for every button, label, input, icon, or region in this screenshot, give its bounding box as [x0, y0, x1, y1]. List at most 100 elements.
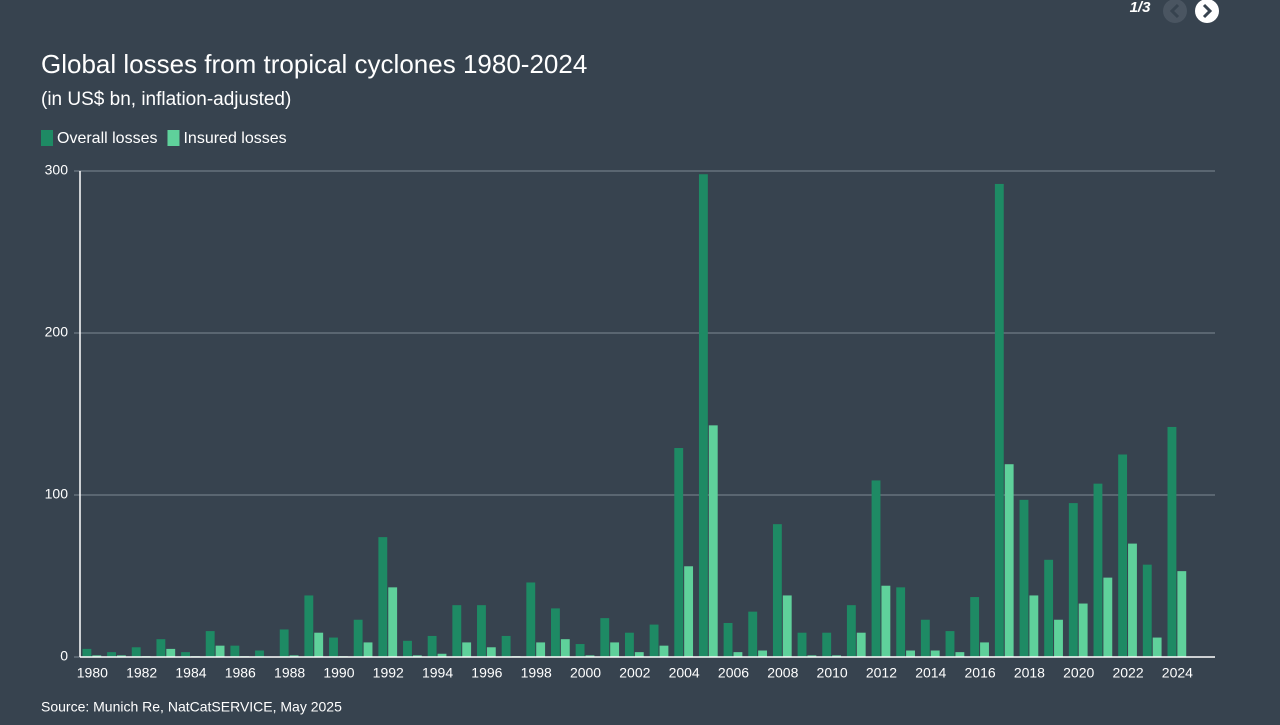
bar [585, 655, 595, 657]
bar [782, 595, 792, 657]
x-tick-label: 1996 [471, 665, 502, 681]
y-tick-label: 300 [45, 162, 69, 178]
bar [684, 566, 694, 657]
x-tick-label: 1990 [323, 665, 354, 681]
y-tick-label: 0 [60, 648, 68, 664]
x-tick-label: 1980 [77, 665, 108, 681]
x-tick-label: 2006 [718, 665, 749, 681]
bar [1167, 426, 1177, 657]
bar [462, 642, 472, 657]
bar [215, 645, 225, 657]
chart-title: Global losses from tropical cyclones 198… [41, 49, 587, 79]
bar [624, 632, 634, 657]
x-tick-label: 2012 [866, 665, 897, 681]
bar [575, 644, 585, 657]
legend-label: Overall losses [57, 130, 157, 147]
bar [156, 639, 166, 657]
x-tick-label: 2024 [1162, 665, 1193, 681]
bar [881, 585, 891, 657]
x-tick-label: 2008 [767, 665, 798, 681]
bar [166, 648, 176, 657]
y-tick-label: 100 [45, 486, 69, 502]
legend-swatch [167, 130, 180, 146]
bar [427, 635, 437, 657]
legend-swatch [41, 130, 53, 146]
bar [255, 650, 264, 657]
prev-button[interactable] [1163, 0, 1187, 23]
bar [353, 619, 363, 657]
source: Source: Munich Re, NatCatSERVICE, May 20… [41, 699, 342, 715]
bar [871, 480, 881, 657]
bar [363, 642, 373, 657]
bar [1078, 603, 1088, 657]
bar [412, 655, 422, 657]
bar [920, 619, 930, 657]
bar [807, 655, 817, 657]
bar [1177, 571, 1187, 657]
page-indicator: 1/3 [1130, 0, 1152, 16]
bar [930, 650, 940, 657]
bar [723, 622, 733, 657]
x-tick-label: 1982 [126, 665, 157, 681]
bar [279, 629, 289, 657]
bar [477, 605, 486, 657]
bar [1019, 499, 1029, 657]
bar [634, 652, 644, 657]
x-tick-label: 2004 [669, 665, 700, 681]
bar [1103, 577, 1113, 657]
bar [304, 595, 314, 657]
chart-subtitle: (in US$ bn, inflation-adjusted) [41, 89, 291, 110]
bar [314, 632, 324, 657]
x-tick-label: 2022 [1112, 665, 1143, 681]
x-tick-label: 2016 [965, 665, 996, 681]
bar [181, 652, 190, 657]
y-tick-label: 200 [45, 324, 69, 340]
bar [1152, 637, 1162, 657]
x-tick-label: 2002 [619, 665, 650, 681]
bar [846, 605, 856, 657]
bar [945, 631, 955, 657]
bar [131, 647, 141, 657]
bar [1128, 543, 1137, 657]
bar [856, 632, 866, 657]
x-tick-label: 1988 [274, 665, 305, 681]
bar [82, 648, 92, 657]
bar [1054, 619, 1063, 657]
bar [107, 652, 116, 657]
bar [560, 639, 570, 657]
bar [526, 582, 536, 657]
bar [698, 174, 708, 658]
bar [758, 650, 768, 657]
bar [906, 650, 915, 657]
bar [772, 524, 782, 657]
bar [1118, 454, 1128, 657]
bar [403, 640, 412, 657]
bar [486, 647, 496, 657]
bar [501, 635, 511, 657]
bar [797, 632, 807, 657]
bar [708, 425, 718, 657]
legend-label: Insured losses [183, 130, 286, 147]
bar [748, 611, 758, 657]
bar [1068, 503, 1078, 657]
x-tick-label: 1986 [225, 665, 256, 681]
x-tick-label: 2010 [817, 665, 848, 681]
bar [955, 652, 965, 657]
bar [1093, 483, 1103, 657]
bar [230, 645, 240, 657]
x-tick-label: 2014 [915, 665, 946, 681]
bar [649, 624, 659, 657]
bar [994, 183, 1004, 657]
x-tick-label: 2018 [1014, 665, 1045, 681]
bar [536, 642, 546, 657]
x-tick-label: 1984 [175, 665, 206, 681]
x-tick-label: 2000 [570, 665, 601, 681]
bar [437, 653, 447, 657]
x-tick-label: 1998 [521, 665, 552, 681]
bar [329, 637, 338, 657]
bar [659, 645, 669, 657]
bar [378, 537, 388, 657]
next-button[interactable] [1195, 0, 1219, 23]
